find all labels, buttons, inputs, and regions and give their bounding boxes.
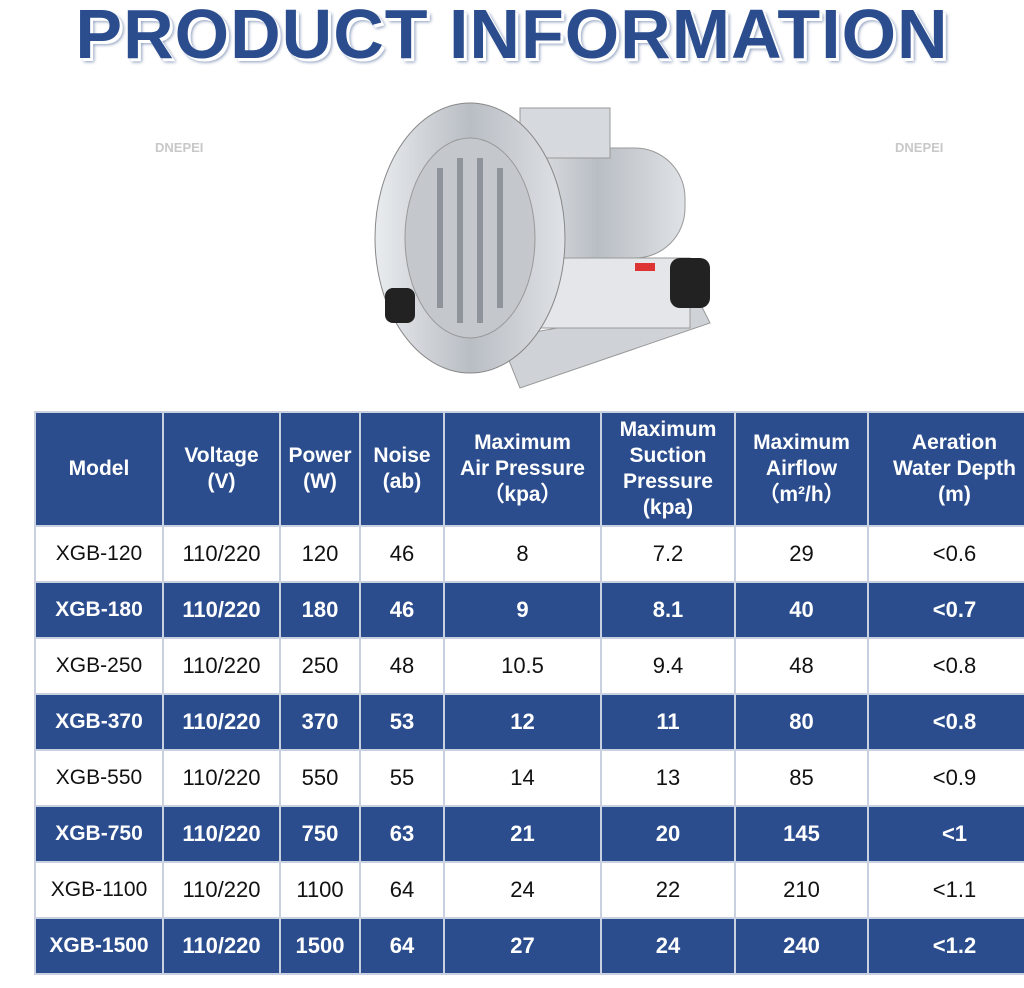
- table-cell: 110/220: [162, 525, 281, 583]
- spec-table: Model Voltage (V) Power (W) Noise (ab) Maxim…: [34, 411, 1024, 975]
- table-cell: 22: [600, 861, 736, 919]
- table-cell: <0.8: [867, 693, 1024, 751]
- table-cell: 210: [734, 861, 869, 919]
- watermark: DNEPEI: [895, 140, 944, 155]
- table-cell: 46: [359, 525, 445, 583]
- table-cell: XGB-550: [34, 749, 164, 807]
- table-cell: 550: [279, 749, 361, 807]
- table-row: XGB-120 110/220 120 46 8 7.2 29 <0.6: [34, 525, 1024, 583]
- table-cell: <1.2: [867, 917, 1024, 975]
- table-cell: 750: [279, 805, 361, 863]
- table-cell: 7.2: [600, 525, 736, 583]
- table-cell: 8.1: [600, 581, 736, 639]
- table-row: XGB-1100 110/220 1100 64 24 22 210 <1.1: [34, 861, 1024, 919]
- table-cell: XGB-180: [34, 581, 164, 639]
- table-cell: 110/220: [162, 581, 281, 639]
- table-cell: 11: [600, 693, 736, 751]
- column-header: Maximum Air Pressure （kpa）: [443, 411, 602, 527]
- table-cell: 8: [443, 525, 602, 583]
- table-cell: 1500: [279, 917, 361, 975]
- table-cell: 48: [359, 637, 445, 695]
- watermark: DNEPEI: [155, 140, 204, 155]
- table-cell: 24: [600, 917, 736, 975]
- table-row: XGB-550 110/220 550 55 14 13 85 <0.9: [34, 749, 1024, 807]
- table-cell: 9.4: [600, 637, 736, 695]
- table-cell: 145: [734, 805, 869, 863]
- table-cell: 370: [279, 693, 361, 751]
- table-row: XGB-250 110/220 250 48 10.5 9.4 48 <0.8: [34, 637, 1024, 695]
- table-cell: 80: [734, 693, 869, 751]
- table-cell: 9: [443, 581, 602, 639]
- table-cell: 29: [734, 525, 869, 583]
- table-cell: 21: [443, 805, 602, 863]
- column-header: Maximum Suction Pressure (kpa): [600, 411, 736, 527]
- table-cell: <1: [867, 805, 1024, 863]
- table-cell: 64: [359, 861, 445, 919]
- table-row: XGB-180 110/220 180 46 9 8.1 40 <0.7: [34, 581, 1024, 639]
- table-row: XGB-1500 110/220 1500 64 27 24 240 <1.2: [34, 917, 1024, 975]
- table-cell: XGB-250: [34, 637, 164, 695]
- table-cell: 110/220: [162, 637, 281, 695]
- table-row: XGB-750 110/220 750 63 21 20 145 <1: [34, 805, 1024, 863]
- table-cell: XGB-1100: [34, 861, 164, 919]
- table-cell: 63: [359, 805, 445, 863]
- table-cell: 53: [359, 693, 445, 751]
- table-cell: <0.7: [867, 581, 1024, 639]
- table-cell: 120: [279, 525, 361, 583]
- table-cell: 27: [443, 917, 602, 975]
- table-cell: 110/220: [162, 805, 281, 863]
- table-cell: 46: [359, 581, 445, 639]
- table-cell: XGB-750: [34, 805, 164, 863]
- table-row: XGB-370 110/220 370 53 12 11 80 <0.8: [34, 693, 1024, 751]
- column-header: Voltage (V): [162, 411, 281, 527]
- table-cell: <0.8: [867, 637, 1024, 695]
- product-image: [374, 102, 711, 389]
- column-header: Power (W): [279, 411, 361, 527]
- table-cell: 64: [359, 917, 445, 975]
- table-cell: <1.1: [867, 861, 1024, 919]
- column-header: Maximum Airflow （m²/h）: [734, 411, 869, 527]
- table-cell: 110/220: [162, 917, 281, 975]
- table-cell: 14: [443, 749, 602, 807]
- table-cell: 250: [279, 637, 361, 695]
- table-cell: 55: [359, 749, 445, 807]
- table-cell: XGB-1500: [34, 917, 164, 975]
- table-cell: 110/220: [162, 693, 281, 751]
- table-cell: 13: [600, 749, 736, 807]
- table-cell: XGB-370: [34, 693, 164, 751]
- title: PRODUCT INFORMATION: [75, 0, 949, 73]
- column-header: Aeration Water Depth (m): [867, 411, 1024, 527]
- table-cell: 1100: [279, 861, 361, 919]
- table-cell: 10.5: [443, 637, 602, 695]
- table-cell: <0.9: [867, 749, 1024, 807]
- column-header: Noise (ab): [359, 411, 445, 527]
- table-cell: <0.6: [867, 525, 1024, 583]
- table-cell: 20: [600, 805, 736, 863]
- column-header: Model: [34, 411, 164, 527]
- table-cell: XGB-120: [34, 525, 164, 583]
- table-cell: 24: [443, 861, 602, 919]
- table-cell: 85: [734, 749, 869, 807]
- table-cell: 110/220: [162, 861, 281, 919]
- table-cell: 240: [734, 917, 869, 975]
- table-cell: 48: [734, 637, 869, 695]
- table-cell: 110/220: [162, 749, 281, 807]
- table-cell: 12: [443, 693, 602, 751]
- table-cell: 40: [734, 581, 869, 639]
- table-cell: 180: [279, 581, 361, 639]
